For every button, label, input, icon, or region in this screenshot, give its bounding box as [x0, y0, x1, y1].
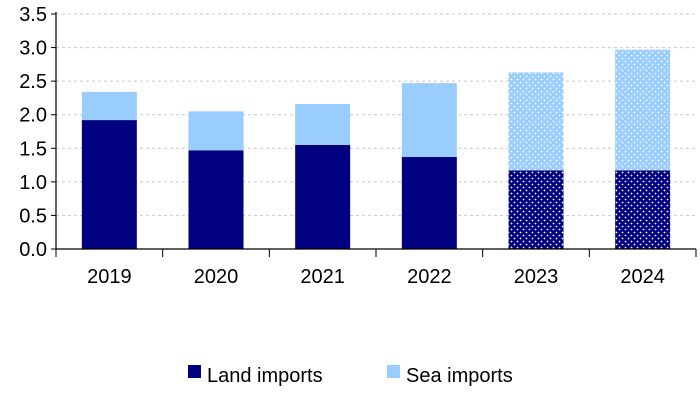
legend-label: Sea imports [406, 365, 513, 387]
bar-sea-imports-2024 [615, 49, 671, 171]
legend-swatch-sea-imports [387, 365, 400, 378]
y-tick-label: 0.0 [19, 239, 47, 261]
bars [81, 49, 671, 249]
y-tick-label: 3.5 [19, 4, 47, 26]
bar-sea-imports-2019 [81, 91, 137, 121]
bar-land-imports-2023 [508, 170, 564, 249]
bar-sea-imports-2020 [188, 111, 244, 151]
y-tick-label: 1.5 [19, 138, 47, 160]
x-tick-label: 2021 [300, 266, 345, 288]
bar-land-imports-2024 [615, 170, 671, 249]
y-tick-label: 0.5 [19, 205, 47, 227]
x-tick-label: 2020 [194, 266, 239, 288]
axes [51, 12, 697, 257]
y-tick-label: 3.0 [19, 38, 47, 60]
legend-swatch-land-imports [188, 365, 201, 378]
x-tick-label: 2019 [87, 266, 132, 288]
y-axis-tick-labels: 0.0 0.5 1.0 1.5 2.0 2.5 3.0 3.5 [19, 4, 47, 261]
y-tick-label: 2.5 [19, 71, 47, 93]
bar-land-imports-2021 [295, 144, 351, 249]
bar-land-imports-2019 [81, 120, 137, 249]
bar-sea-imports-2023 [508, 72, 564, 171]
bar-land-imports-2022 [401, 157, 457, 249]
legend: Land imports Sea imports [188, 365, 513, 387]
bar-land-imports-2020 [188, 150, 244, 249]
x-tick-label: 2022 [407, 266, 452, 288]
y-tick-label: 1.0 [19, 172, 47, 194]
x-axis-tick-labels: 2019 2020 2021 2022 2023 2024 [87, 266, 665, 288]
y-tick-label: 2.0 [19, 105, 47, 127]
x-tick-label: 2024 [620, 266, 665, 288]
legend-label: Land imports [207, 365, 323, 387]
gridlines [56, 13, 696, 216]
bar-sea-imports-2022 [401, 83, 457, 158]
x-tick-label: 2023 [514, 266, 559, 288]
bar-sea-imports-2021 [295, 103, 351, 145]
